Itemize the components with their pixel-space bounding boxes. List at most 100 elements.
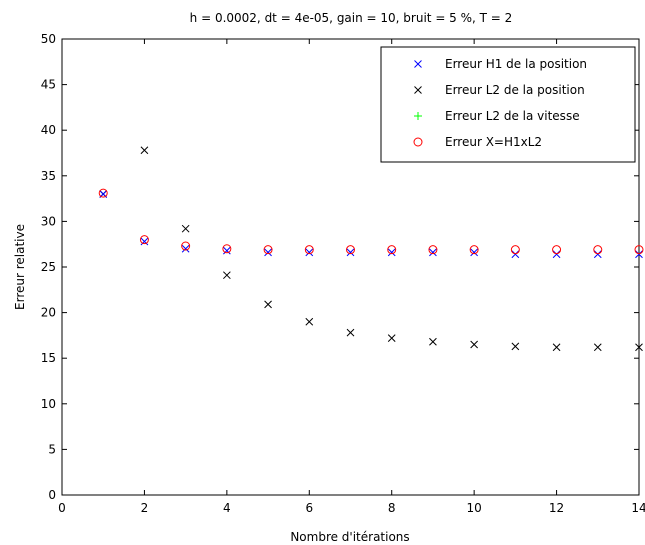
data-point (346, 328, 355, 337)
marker-stroke (511, 342, 520, 351)
marker-stroke (552, 250, 561, 259)
data-point (223, 246, 231, 255)
legend-entry: Erreur L2 de la vitesse (445, 109, 580, 123)
data-point (181, 241, 191, 251)
marker-stroke (264, 300, 272, 309)
x-tick-label: 12 (549, 501, 564, 515)
marker-stroke (635, 250, 643, 259)
y-tick-label: 50 (41, 32, 56, 46)
legend-entry: Erreur H1 de la position (445, 57, 587, 71)
legend: Erreur H1 de la position Erreur L2 de la … (380, 46, 636, 163)
y-tick-label: 20 (41, 306, 56, 320)
data-point (634, 245, 644, 255)
data-point (387, 334, 396, 342)
marker-stroke (346, 248, 355, 257)
marker-stroke (181, 224, 190, 233)
data-point (469, 245, 479, 255)
data-markers (98, 146, 644, 352)
data-point (387, 245, 397, 255)
data-point (429, 248, 437, 257)
marker-stroke (264, 248, 272, 257)
data-point (305, 317, 314, 326)
data-point (263, 245, 273, 255)
x-tick-label: 6 (305, 501, 313, 515)
y-axis-label: Erreur relative (13, 224, 27, 310)
data-point (593, 343, 602, 352)
data-point (140, 237, 149, 246)
data-point (181, 224, 190, 233)
data-point (387, 248, 396, 257)
marker-stroke (140, 237, 149, 246)
marker-stroke (593, 343, 602, 352)
marker-stroke (593, 250, 602, 259)
data-point (264, 248, 272, 257)
data-point (552, 343, 561, 352)
data-point (304, 245, 314, 255)
data-point (98, 188, 108, 198)
data-point (181, 244, 190, 253)
data-point (140, 146, 149, 155)
legend-entry: Erreur L2 de la position (445, 83, 585, 97)
data-point (222, 244, 232, 254)
marker-stroke (414, 86, 422, 94)
marker-stroke (470, 248, 478, 257)
marker-stroke (305, 317, 314, 326)
marker-stroke (414, 60, 422, 68)
x-axis-label: Nombre d'itérations (290, 530, 409, 544)
y-tick-label: 25 (41, 260, 56, 274)
y-tick-label: 35 (41, 169, 56, 183)
y-tick-label: 15 (41, 351, 56, 365)
data-point (552, 245, 562, 255)
marker-stroke (387, 334, 396, 342)
data-point (429, 337, 437, 346)
y-axis: 0 5 10 15 20 25 30 35 40 45 50 (41, 32, 639, 502)
marker-stroke (387, 248, 396, 257)
marker-stroke (552, 343, 561, 352)
legend-marker (413, 137, 423, 147)
data-point (511, 342, 520, 351)
chart-title: h = 0.0002, dt = 4e-05, gain = 10, bruit… (190, 11, 513, 25)
data-point (305, 248, 314, 257)
data-point (346, 248, 355, 257)
y-tick-label: 0 (48, 488, 56, 502)
marker-stroke (223, 246, 231, 255)
data-point (511, 250, 520, 259)
y-tick-label: 10 (41, 397, 56, 411)
marker-stroke (635, 343, 643, 352)
data-point (593, 250, 602, 259)
legend-entry: Erreur X=H1xL2 (445, 135, 542, 149)
marker-stroke (181, 244, 190, 253)
data-point (470, 248, 478, 257)
data-point (510, 245, 520, 255)
data-point (264, 300, 272, 309)
y-tick-label: 30 (41, 214, 56, 228)
x-tick-label: 2 (141, 501, 149, 515)
y-tick-label: 5 (48, 442, 56, 456)
data-point (635, 250, 643, 259)
marker-stroke (429, 337, 437, 346)
x-tick-label: 14 (631, 501, 645, 515)
legend-marker (414, 112, 422, 120)
data-point (139, 235, 149, 245)
data-point (470, 340, 478, 349)
marker-stroke (223, 271, 231, 280)
y-tick-label: 40 (41, 123, 56, 137)
data-point (552, 250, 561, 259)
data-point (428, 245, 438, 255)
marker-stroke (140, 146, 149, 155)
marker-stroke (511, 250, 520, 259)
x-tick-label: 0 (58, 501, 66, 515)
legend-marker (414, 86, 422, 94)
data-point (593, 245, 603, 255)
x-tick-label: 4 (223, 501, 231, 515)
marker-stroke (305, 248, 314, 257)
marker-stroke (429, 248, 437, 257)
marker-stroke (346, 328, 355, 337)
data-point (346, 245, 355, 255)
x-tick-label: 8 (388, 501, 396, 515)
legend-box (380, 46, 636, 163)
x-tick-label: 10 (467, 501, 482, 515)
legend-marker (414, 60, 422, 68)
x-axis: 0 2 4 6 8 10 12 14 (58, 39, 645, 515)
